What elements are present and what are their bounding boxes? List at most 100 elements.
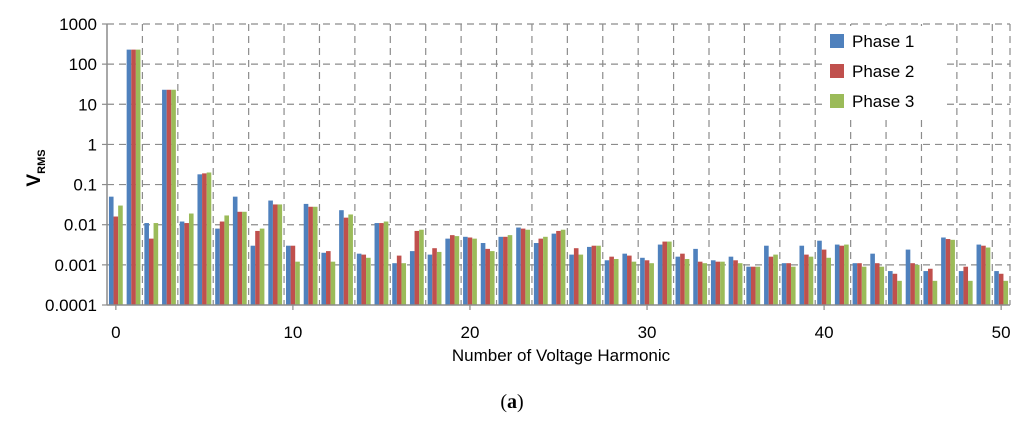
legend-label: Phase 2: [852, 62, 914, 81]
bar-phase-1: [905, 249, 911, 305]
grid: [107, 23, 1011, 305]
bar-phase-2: [255, 230, 260, 305]
bar-phase-1: [923, 271, 929, 305]
x-axis-title: Number of Voltage Harmonic: [452, 346, 671, 365]
bar-phase-1: [445, 238, 450, 305]
bar-phase-2: [485, 248, 490, 305]
bar-phase-3: [631, 261, 637, 305]
bar-phase-3: [489, 251, 495, 305]
bar-phase-2: [928, 268, 933, 305]
bar-phase-3: [844, 244, 849, 305]
bar-phase-3: [401, 263, 407, 305]
bar-phase-1: [746, 266, 751, 305]
bar-phase-2: [857, 263, 862, 305]
bar-phase-3: [808, 256, 814, 305]
bar-phase-2: [573, 248, 579, 305]
bar-phase-1: [587, 246, 592, 305]
bar-phase-2: [202, 173, 207, 305]
legend-label: Phase 3: [852, 92, 914, 111]
bar-phase-3: [649, 263, 654, 305]
bar-phase-3: [118, 205, 123, 305]
x-tick-labels: 0 10 20 30 40 50: [111, 323, 1010, 342]
bar-phase-2: [609, 256, 614, 305]
bar-phase-3: [543, 236, 548, 305]
bar-phase-2: [379, 223, 384, 305]
bar-phase-2: [308, 206, 313, 305]
x-tick-label: 20: [461, 323, 480, 342]
bar-phase-2: [131, 49, 136, 305]
bar-phase-2: [326, 251, 331, 305]
bar-phase-1: [817, 240, 822, 305]
bar-phase-1: [958, 271, 964, 305]
bar-phase-1: [463, 236, 468, 305]
bar-phase-3: [826, 257, 831, 305]
bar-phase-1: [870, 253, 875, 305]
bar-phase-3: [737, 263, 743, 305]
bar-phase-3: [277, 204, 283, 305]
bar-phase-3: [773, 254, 778, 305]
y-tick-label: 0.001: [54, 256, 97, 275]
bar-phase-3: [242, 211, 247, 305]
bar-phase-1: [533, 243, 539, 305]
bar-phase-3: [366, 257, 371, 305]
bar-phase-2: [998, 273, 1004, 305]
bar-phase-1: [941, 237, 946, 305]
bar-phase-2: [166, 89, 172, 305]
bar-phase-2: [963, 266, 969, 305]
caption-letter: a: [507, 391, 517, 413]
axes: [102, 23, 1010, 310]
caption-close: ): [517, 391, 524, 413]
bar-phase-2: [821, 249, 827, 305]
bar-phase-2: [361, 254, 367, 305]
y-tick-label: 10: [78, 95, 97, 114]
bar-phase-1: [427, 254, 433, 305]
bar-phase-3: [720, 261, 725, 305]
bar-phase-2: [237, 211, 243, 305]
bar-phase-3: [914, 264, 920, 305]
bar-phase-3: [755, 266, 761, 305]
bar-phase-1: [852, 263, 858, 305]
bar-phase-3: [295, 261, 300, 305]
bar-phase-2: [910, 263, 915, 305]
bar-phase-1: [551, 233, 557, 305]
bar-phase-3: [560, 229, 566, 305]
bar-phase-2: [662, 241, 668, 305]
bar-phase-1: [197, 174, 203, 305]
bar-phase-1: [498, 236, 504, 305]
y-tick-label: 1000: [59, 15, 97, 34]
x-tick-label: 0: [111, 323, 120, 342]
bar-phase-2: [520, 228, 526, 305]
bar-phase-2: [432, 248, 437, 305]
bar-phase-1: [126, 49, 132, 305]
bar-phase-2: [768, 256, 774, 305]
bar-phase-3: [224, 215, 229, 305]
legend-label: Phase 1: [852, 32, 914, 51]
bar-phase-2: [343, 217, 349, 305]
bar-phase-3: [613, 258, 619, 305]
y-tick-label: 0.01: [64, 216, 97, 235]
bar-phase-3: [1003, 280, 1009, 305]
bar-phase-2: [804, 254, 809, 305]
bar-phase-2: [467, 237, 473, 305]
bar-phase-3: [135, 49, 141, 305]
y-tick-label: 100: [69, 55, 97, 74]
bar-phase-3: [383, 221, 389, 305]
bar-phase-1: [834, 244, 840, 305]
bar-phase-1: [144, 223, 149, 305]
bar-phase-3: [596, 245, 601, 305]
bar-phase-2: [786, 263, 791, 305]
bar-phase-3: [171, 89, 176, 305]
bar-phase-2: [874, 263, 880, 305]
bar-phase-1: [640, 257, 645, 305]
bar-phase-3: [861, 266, 867, 305]
bar-phase-1: [781, 263, 787, 305]
x-tick-label: 10: [283, 323, 302, 342]
bar-phase-1: [764, 245, 769, 305]
legend: Phase 1 Phase 2 Phase 3: [824, 26, 942, 116]
bar-phase-3: [950, 239, 955, 305]
bar-phase-2: [503, 236, 508, 305]
bar-phase-1: [976, 244, 982, 305]
bar-phase-1: [321, 252, 327, 305]
bar-phase-3: [932, 280, 938, 305]
bar-phase-1: [409, 251, 415, 305]
